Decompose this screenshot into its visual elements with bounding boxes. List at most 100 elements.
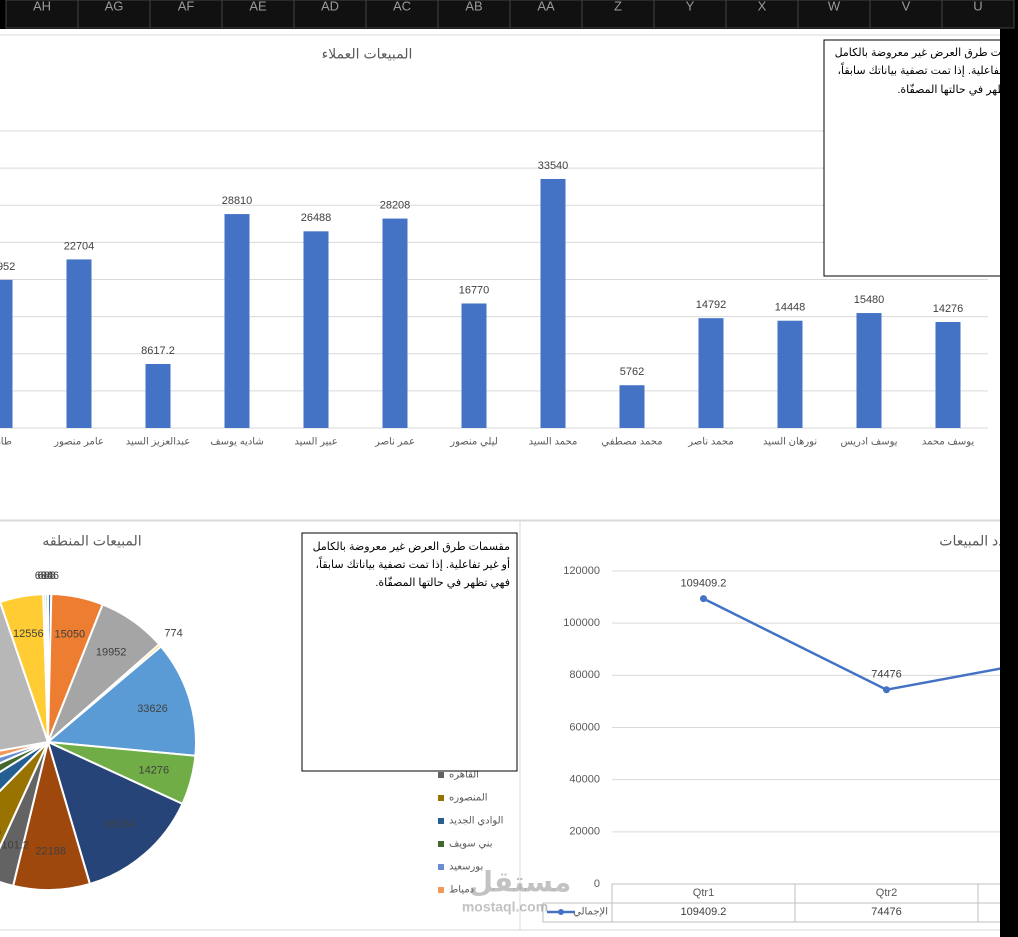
column-header-cell[interactable] [581, 0, 655, 29]
column-header-label: AC [393, 0, 411, 13]
chart-title: المبيعات المنطقه [42, 533, 141, 549]
data-label: 28208 [380, 199, 411, 211]
line-chart-area[interactable] [519, 520, 1003, 931]
x-tick-label: طارق [0, 437, 12, 448]
data-label: 946 [41, 570, 59, 582]
slicer-note-line: مقسمات طرق العرض غير معروضة بالكامل [313, 541, 511, 553]
column-header-cell[interactable] [437, 0, 511, 29]
column-header-label: V [902, 0, 911, 13]
slicer-note-line: أو غير تفاعلية. إذا تمت تصفية بياناتك سا… [837, 61, 1018, 76]
column-header-label: AD [321, 0, 339, 13]
data-label: 688 [37, 570, 55, 582]
column-header-label: AF [178, 0, 195, 13]
bar [619, 385, 645, 428]
data-label: 74476 [871, 669, 902, 681]
bar [777, 320, 803, 428]
pie-slice [44, 592, 49, 743]
table-value: 74476 [871, 906, 902, 918]
column-header-cell[interactable] [941, 0, 1015, 29]
x-tick-label: يوسف ادريس [840, 437, 897, 448]
column-header-cell[interactable] [365, 0, 439, 29]
y-tick-label: 20000 [569, 826, 600, 838]
x-tick-label: ليلي منصور [449, 437, 498, 448]
line-marker [700, 595, 707, 603]
pie-slice [0, 741, 49, 888]
pie-slice [0, 741, 49, 850]
watermark: mostaql.com [462, 899, 548, 915]
bar [382, 218, 408, 428]
table-header: Qtr1 [693, 887, 714, 899]
column-header-cell[interactable] [797, 0, 871, 29]
column-header-cell[interactable] [293, 0, 367, 29]
table-header: Qtr2 [876, 887, 897, 899]
legend-marker [438, 795, 444, 801]
column-header-cell[interactable] [869, 0, 943, 29]
slicer-note-line: فهي تظهر في حالتها المصفّاة. [897, 83, 1018, 96]
x-tick-label: عبدالعزيز السيد [126, 437, 191, 448]
data-label: 8617.2 [141, 345, 175, 357]
x-tick-label: عمر ناصر [374, 437, 415, 448]
data-label: 109409.2 [681, 578, 727, 590]
data-label: 22188 [35, 845, 66, 857]
window-edge [1000, 0, 1018, 937]
slicer-note-box[interactable] [823, 39, 1018, 277]
legend-key-marker [558, 909, 564, 915]
x-tick-label: عامر منصور [53, 437, 104, 448]
bar [461, 303, 487, 428]
data-label: 774 [164, 628, 182, 640]
column-header-cell[interactable] [149, 0, 223, 29]
x-tick-label: محمد مصطفي [601, 437, 662, 448]
data-label: 28810 [222, 195, 253, 207]
data-label: 15050 [55, 629, 86, 641]
charts: المبيعات العملاء 19952 طارق 22704 عامر منصور… [0, 46, 1018, 923]
y-tick-label: 0 [594, 878, 600, 890]
legend-label: بورسعيد [449, 862, 483, 873]
y-tick-label: 120000 [563, 565, 600, 577]
x-tick-label: محمد ناصر [687, 437, 733, 448]
data-label: 14792 [696, 299, 727, 311]
slicer-note-line: فهي تظهر في حالتها المصفّاة. [375, 576, 510, 589]
legend-label: بني سويف [449, 839, 493, 850]
column-header-label: AG [105, 0, 124, 13]
bar [856, 313, 882, 428]
legend-label: الوادي الجديد [449, 816, 503, 827]
data-label: 33540 [538, 160, 569, 172]
data-label: 26488 [301, 212, 332, 224]
column-headers: AH AG AF AE AD AC AB AA Z Y X W V U [5, 0, 1015, 29]
data-label: 15480 [854, 294, 885, 306]
bar [224, 214, 250, 428]
column-header-label: AA [537, 0, 555, 13]
slicer-note-line: أو غير تفاعلية. إذا تمت تصفية بياناتك سا… [315, 555, 510, 570]
column-header-cell[interactable] [653, 0, 727, 29]
data-label: 688 [35, 570, 53, 582]
column-header-cell[interactable] [725, 0, 799, 29]
data-label: 22704 [64, 240, 95, 252]
legend-label: دمياط [449, 885, 474, 896]
column-header-cell[interactable] [221, 0, 295, 29]
column-header-label: X [758, 0, 767, 13]
bar [935, 322, 961, 428]
chart-title: عدد المبيعات [939, 533, 1014, 549]
x-tick-label: محمد السيد [529, 437, 578, 448]
column-header-label: W [828, 0, 841, 13]
legend-marker [438, 818, 444, 824]
legend-marker [438, 772, 444, 778]
slicer-note-box[interactable] [301, 532, 518, 772]
pie-slice [46, 740, 184, 886]
data-label: 19952 [0, 261, 15, 273]
data-label: 19952 [96, 646, 127, 658]
x-tick-label: يوسف محمد [922, 437, 975, 448]
column-header-label: AH [33, 0, 51, 13]
column-header-cell[interactable] [509, 0, 583, 29]
slicer-notes: مقسمات طرق العرض غير معروضة بالكامل أو غ… [301, 39, 1018, 772]
column-header-cell[interactable] [77, 0, 151, 29]
table-value: 109409.2 [681, 906, 727, 918]
legend-marker [438, 887, 444, 893]
pie-slice [45, 645, 197, 757]
legend-marker [438, 864, 444, 870]
slicer-note-line: مقسمات طرق العرض غير معروضة بالكامل [835, 47, 1018, 59]
watermark: مستقل [469, 866, 571, 897]
x-tick-label: عبير السيد [294, 437, 337, 448]
x-tick-label: شاديه يوسف [210, 437, 263, 448]
data-label: 5762 [620, 366, 644, 378]
